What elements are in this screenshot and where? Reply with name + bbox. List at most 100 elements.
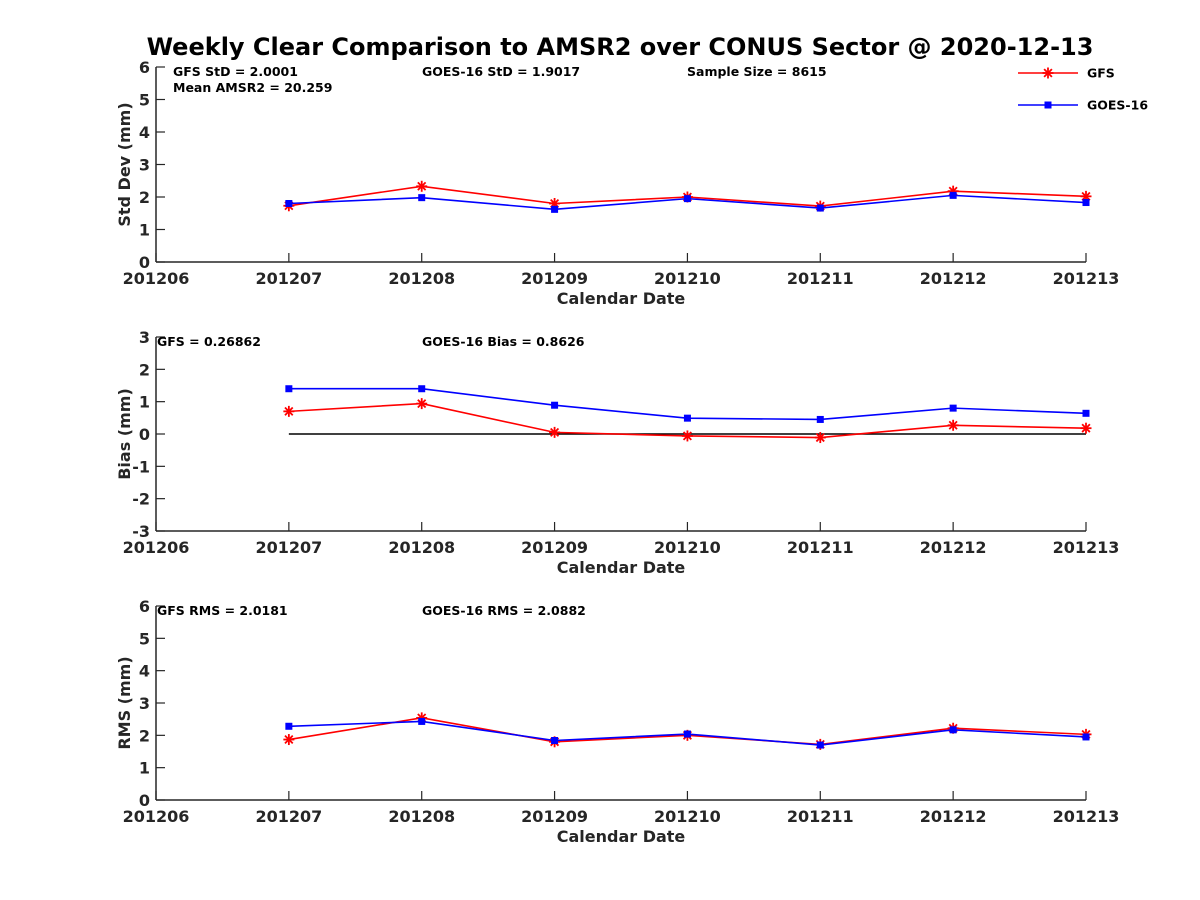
legend-marker	[1042, 67, 1054, 79]
y-tick-label: -2	[132, 490, 150, 509]
data-point-gfs	[283, 405, 295, 417]
data-point-goes-16	[949, 404, 957, 412]
x-axis-label: Calendar Date	[557, 289, 686, 308]
x-tick-label: 201207	[255, 269, 322, 288]
data-point-goes-16	[285, 200, 293, 207]
x-tick-label: 201206	[123, 807, 190, 826]
data-point-gfs	[947, 419, 959, 431]
y-tick-label: 5	[139, 91, 150, 110]
x-tick-label: 201206	[123, 269, 190, 288]
data-point-gfs	[416, 398, 428, 410]
y-tick-label: 4	[139, 662, 150, 681]
data-point-gfs	[1080, 422, 1092, 434]
y-axis-label: RMS (mm)	[115, 656, 134, 749]
y-tick-label: 2	[139, 188, 150, 207]
x-tick-label: 201208	[388, 269, 455, 288]
y-tick-label: 3	[139, 328, 150, 347]
stat-annotation: GOES-16 RMS = 2.0882	[422, 603, 586, 618]
y-tick-label: 3	[139, 694, 150, 713]
data-point-goes-16	[418, 385, 426, 393]
data-point-gfs	[549, 426, 561, 438]
y-axis-label: Std Dev (mm)	[115, 102, 134, 226]
y-tick-label: -1	[132, 457, 150, 476]
data-point-gfs	[814, 432, 826, 444]
x-tick-label: 201209	[521, 538, 588, 557]
data-point-goes-16	[949, 726, 957, 734]
data-point-goes-16	[285, 722, 293, 730]
x-tick-label: 201212	[920, 807, 987, 826]
stat-annotation: GOES-16 Bias = 0.8626	[422, 334, 585, 349]
x-tick-label: 201211	[787, 807, 854, 826]
data-point-goes-16	[949, 191, 957, 199]
y-tick-label: 5	[139, 629, 150, 648]
data-point-goes-16	[418, 194, 426, 202]
stat-annotation: Mean AMSR2 = 20.259	[173, 80, 332, 95]
stat-annotation: GFS StD = 2.0001	[173, 64, 298, 79]
x-tick-label: 201213	[1053, 807, 1120, 826]
data-point-gfs	[283, 734, 295, 746]
y-tick-label: 1	[139, 759, 150, 778]
data-point-goes-16	[551, 401, 559, 409]
legend-marker	[1044, 101, 1052, 109]
y-tick-label: 2	[139, 360, 150, 379]
data-point-gfs	[416, 180, 428, 192]
panel-2: -3 -2 -1 0 1 2 3 201206 201207 201208 201209 201210…	[115, 328, 1119, 577]
data-point-goes-16	[683, 730, 691, 738]
y-tick-label: 4	[139, 123, 150, 142]
x-tick-label: 201207	[255, 538, 322, 557]
data-point-goes-16	[1082, 199, 1090, 207]
x-tick-label: 201210	[654, 269, 721, 288]
data-point-goes-16	[418, 717, 426, 725]
y-tick-label: 2	[139, 726, 150, 745]
x-tick-label: 201209	[521, 269, 588, 288]
y-tick-label: 6	[139, 58, 150, 77]
y-axis-label: Bias (mm)	[115, 388, 134, 480]
y-tick-label: 6	[139, 597, 150, 616]
data-point-goes-16	[683, 195, 691, 203]
data-point-goes-16	[683, 414, 691, 422]
stat-annotation: GFS RMS = 2.0181	[157, 603, 288, 618]
stat-annotation: GFS = 0.26862	[157, 334, 261, 349]
stat-annotation: Sample Size = 8615	[687, 64, 827, 79]
x-tick-label: 201213	[1053, 538, 1120, 557]
x-tick-label: 201207	[255, 807, 322, 826]
legend-label: GFS	[1087, 66, 1115, 81]
x-tick-label: 201209	[521, 807, 588, 826]
y-tick-label: 1	[139, 393, 150, 412]
x-axis-label: Calendar Date	[557, 558, 686, 577]
panel-3: 0 1 2 3 4 5 6 201206 201207 201208 201209 201210 201…	[115, 597, 1119, 846]
y-tick-label: -3	[132, 522, 150, 541]
data-point-goes-16	[551, 737, 559, 745]
x-tick-label: 201212	[920, 269, 987, 288]
x-tick-label: 201210	[654, 538, 721, 557]
stat-annotation: GOES-16 StD = 1.9017	[422, 64, 580, 79]
x-tick-label: 201213	[1053, 269, 1120, 288]
x-axis-label: Calendar Date	[557, 827, 686, 846]
y-tick-label: 3	[139, 156, 150, 175]
y-tick-label: 1	[139, 221, 150, 240]
data-point-goes-16	[816, 741, 824, 749]
chart-title: Weekly Clear Comparison to AMSR2 over CO…	[147, 33, 1094, 61]
x-tick-label: 201211	[787, 269, 854, 288]
y-tick-label: 0	[139, 791, 150, 810]
x-tick-label: 201210	[654, 807, 721, 826]
data-point-goes-16	[285, 385, 293, 393]
data-point-gfs	[681, 430, 693, 442]
x-tick-label: 201212	[920, 538, 987, 557]
x-tick-label: 201208	[388, 538, 455, 557]
y-tick-label: 0	[139, 253, 150, 272]
data-point-goes-16	[1082, 733, 1090, 741]
x-tick-label: 201208	[388, 807, 455, 826]
legend-label: GOES-16	[1087, 98, 1148, 113]
x-tick-label: 201206	[123, 538, 190, 557]
legend: GFS GOES-16	[1018, 66, 1148, 113]
y-tick-label: 0	[139, 425, 150, 444]
legend-item-goes-16: GOES-16	[1018, 98, 1148, 113]
panel-1: 0 1 2 3 4 5 6 201206 201207 201208 201209 201210 201…	[115, 58, 1119, 308]
data-point-goes-16	[1082, 409, 1090, 417]
data-point-goes-16	[816, 415, 824, 423]
x-tick-label: 201211	[787, 538, 854, 557]
data-point-goes-16	[816, 204, 824, 212]
